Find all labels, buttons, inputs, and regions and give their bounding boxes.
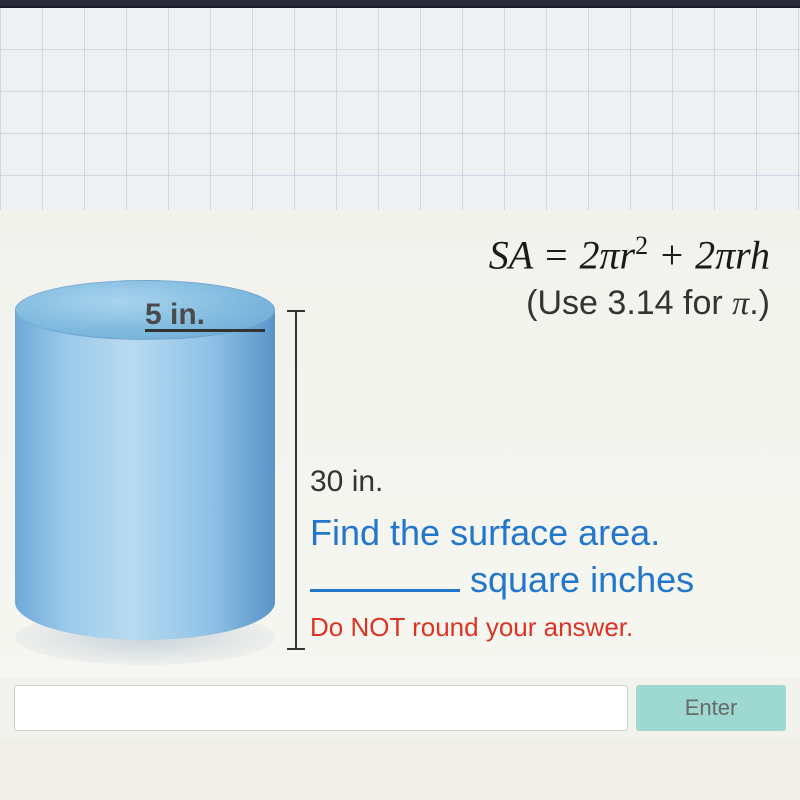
height-value: 30 in.: [310, 465, 383, 499]
radius-value: 5 in.: [145, 298, 205, 331]
formula-rhs2: + 2πrh: [648, 232, 770, 277]
cylinder-diagram: 5 in.: [15, 280, 275, 660]
unit-label: square inches: [460, 559, 694, 600]
grid-paper-background: [0, 8, 800, 218]
formula-equals: =: [543, 232, 570, 277]
height-dimension-line: [295, 310, 297, 650]
surface-area-formula: SA = 2πr2 + 2πrh (Use 3.14 for π.): [489, 230, 770, 325]
cylinder-body: [15, 310, 275, 640]
answer-input[interactable]: [14, 685, 628, 731]
formula-lhs: SA: [489, 232, 533, 277]
rounding-warning: Do NOT round your answer.: [310, 612, 633, 643]
footer-space: [0, 738, 800, 800]
formula-rhs1: 2πr: [580, 232, 636, 277]
window-top-border: [0, 0, 800, 8]
question-prompt: Find the surface area. square inches: [310, 510, 694, 604]
answer-blank-line: [310, 564, 460, 592]
problem-content: 5 in. 30 in. SA = 2πr2 + 2πrh (Use 3.14 …: [0, 210, 800, 730]
answer-bar: Enter: [0, 678, 800, 738]
prompt-line1: Find the surface area.: [310, 510, 694, 557]
formula-exponent: 2: [635, 231, 648, 260]
pi-instruction: (Use 3.14 for π.): [489, 283, 770, 325]
enter-button[interactable]: Enter: [636, 685, 786, 731]
radius-dimension: 5 in.: [145, 298, 270, 332]
prompt-line2: square inches: [310, 557, 694, 604]
